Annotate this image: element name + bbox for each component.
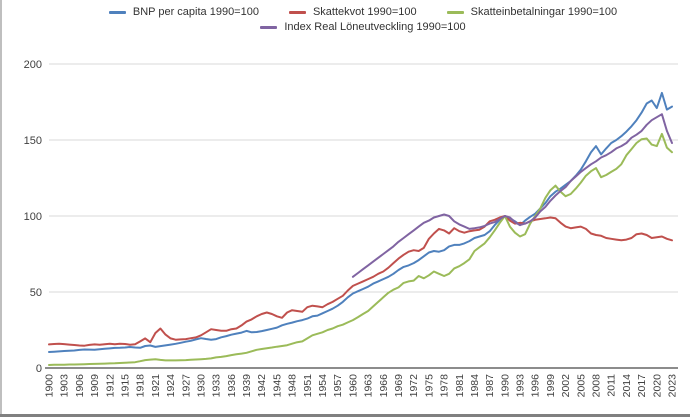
legend-item-index-real-loneutveckling: Index Real Löneutveckling 1990=100 xyxy=(260,21,466,33)
legend-item-skatteinbetalningar: Skatteinbetalningar 1990=100 xyxy=(446,6,618,18)
x-tick-label: 2005 xyxy=(575,374,587,398)
legend-label: BNP per capita 1990=100 xyxy=(132,6,259,18)
x-tick-label: 1936 xyxy=(226,374,238,398)
x-tick-label: 1990 xyxy=(499,374,511,398)
x-tick-label: 1963 xyxy=(363,374,375,398)
series-line-skatteinbetalningar xyxy=(48,132,673,366)
y-tick-label: 100 xyxy=(24,211,42,223)
y-tick-label: 50 xyxy=(30,287,42,299)
legend-label: Index Real Löneutveckling 1990=100 xyxy=(284,21,466,33)
x-tick-label: 1927 xyxy=(180,374,192,398)
x-tick-label: 1978 xyxy=(439,374,451,398)
y-tick-label: 200 xyxy=(24,59,42,71)
legend-item-bnp-per-capita: BNP per capita 1990=100 xyxy=(108,6,259,18)
legend-swatch-icon xyxy=(260,25,278,29)
x-tick-label: 1909 xyxy=(89,374,101,398)
chart-legend: BNP per capita 1990=100 Skattekvot 1990=1… xyxy=(0,6,690,33)
chart-left-border xyxy=(0,0,2,417)
series-line-bnp-per-capita xyxy=(48,91,673,353)
x-tick-label: 1981 xyxy=(454,374,466,398)
legend-item-skattekvot: Skattekvot 1990=100 xyxy=(288,6,417,18)
x-tick-label: 1945 xyxy=(271,374,283,398)
x-tick-label: 1942 xyxy=(256,374,268,398)
x-tick-label: 1972 xyxy=(408,374,420,398)
x-tick-label: 1939 xyxy=(241,374,253,398)
x-tick-label: 1975 xyxy=(423,374,435,398)
legend-row: Index Real Löneutveckling 1990=100 xyxy=(260,21,466,33)
x-tick-label: 1918 xyxy=(135,374,147,398)
x-tick-label: 1930 xyxy=(195,374,207,398)
x-tick-label: 1906 xyxy=(74,374,86,398)
chart-bottom-border xyxy=(0,414,690,417)
x-tick-label: 2017 xyxy=(636,374,648,398)
x-tick-label: 1984 xyxy=(469,374,481,398)
x-tick-label: 1987 xyxy=(484,374,496,398)
legend-label: Skattekvot 1990=100 xyxy=(312,6,417,18)
x-tick-label: 1903 xyxy=(59,374,71,398)
x-tick-label: 2014 xyxy=(621,374,633,398)
x-tick-label: 1996 xyxy=(530,374,542,398)
y-tick-label: 0 xyxy=(36,363,42,375)
x-tick-label: 2002 xyxy=(560,374,572,398)
x-tick-label: 1924 xyxy=(165,374,177,398)
legend-label: Skatteinbetalningar 1990=100 xyxy=(470,6,618,18)
x-tick-label: 1948 xyxy=(287,374,299,398)
x-tick-label: 2020 xyxy=(651,374,663,398)
x-tick-label: 2023 xyxy=(667,374,679,398)
series-line-index-real-loneutveckling xyxy=(351,113,673,278)
x-tick-label: 1993 xyxy=(515,374,527,398)
x-tick-label: 1954 xyxy=(317,374,329,398)
series-line-skattekvot xyxy=(48,215,673,347)
x-tick-label: 1999 xyxy=(545,374,557,398)
x-tick-label: 1966 xyxy=(378,374,390,398)
x-tick-label: 1933 xyxy=(211,374,223,398)
x-tick-label: 1960 xyxy=(347,374,359,398)
legend-swatch-icon xyxy=(288,10,306,14)
legend-row: BNP per capita 1990=100 Skattekvot 1990=1… xyxy=(108,6,618,18)
x-tick-label: 1969 xyxy=(393,374,405,398)
x-tick-label: 1951 xyxy=(302,374,314,398)
x-tick-label: 1957 xyxy=(332,374,344,398)
x-tick-label: 1921 xyxy=(150,374,162,398)
x-tick-label: 1912 xyxy=(104,374,116,398)
x-tick-label: 2011 xyxy=(606,374,618,397)
x-tick-label: 2008 xyxy=(591,374,603,398)
legend-swatch-icon xyxy=(446,10,464,14)
x-tick-label: 1900 xyxy=(44,374,56,398)
legend-swatch-icon xyxy=(108,10,126,14)
y-tick-label: 150 xyxy=(24,135,42,147)
x-tick-label: 1915 xyxy=(119,374,131,398)
